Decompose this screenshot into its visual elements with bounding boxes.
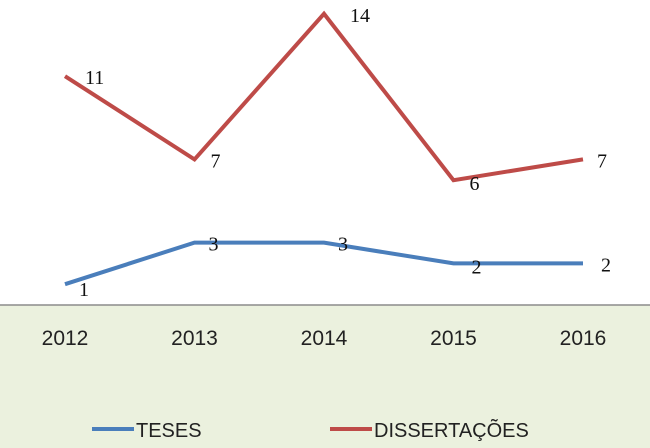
data-label: 7: [597, 150, 607, 172]
x-tick-label: 2012: [42, 327, 89, 350]
series-line-teses: [64, 240, 583, 287]
data-label: 2: [472, 256, 482, 278]
data-label: 3: [209, 234, 219, 256]
x-tick-label: 2014: [301, 327, 348, 350]
series-line-dissertações: [63, 10, 584, 183]
data-label: 7: [211, 150, 221, 172]
x-tick-label: 2015: [430, 327, 477, 350]
legend-label: DISSERTAÇÕES: [374, 418, 529, 442]
data-labels-layer: 1 3 3 2 2 11 7 14 6 7: [79, 5, 611, 301]
legend-item: DISSERTAÇÕES: [330, 418, 529, 442]
series-layer: [63, 10, 584, 287]
data-label: 14: [350, 5, 370, 27]
data-label: 3: [338, 234, 348, 256]
data-label: 1: [79, 279, 89, 301]
legend-item: TESES: [92, 420, 202, 442]
plot-area: [0, 0, 650, 305]
data-label: 11: [85, 67, 104, 89]
legend-label: TESES: [136, 420, 202, 442]
legend: TESES DISSERTAÇÕES: [92, 418, 529, 442]
x-tick-label: 2013: [171, 327, 218, 350]
data-label: 2: [601, 254, 611, 276]
x-tick-label: 2016: [560, 327, 607, 350]
x-tick-labels: 2012 2013 2014 2015 2016: [42, 327, 607, 350]
axis-legend-area: [0, 305, 650, 448]
data-label: 6: [470, 173, 480, 195]
